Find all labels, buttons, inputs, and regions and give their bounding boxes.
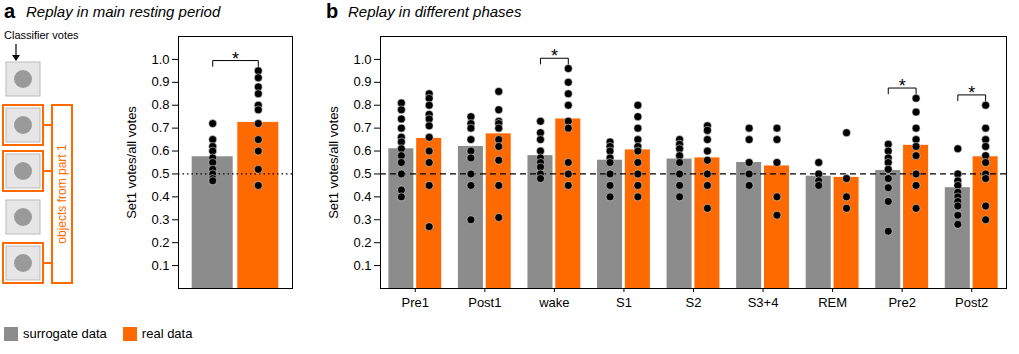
html-text:surrogate data: surrogate data	[23, 326, 107, 341]
svg-text:0.4: 0.4	[151, 189, 169, 204]
svg-text:0.6: 0.6	[151, 143, 169, 158]
html-text:a: a	[4, 0, 16, 22]
svg-text:0.6: 0.6	[353, 143, 371, 158]
svg-text:0.2: 0.2	[353, 235, 371, 250]
svg-text:*: *	[232, 49, 239, 69]
html-text:Replay in main resting period: Replay in main resting period	[26, 3, 221, 20]
svg-text:S2: S2	[686, 295, 702, 310]
svg-text:0.1: 0.1	[151, 258, 169, 273]
svg-text:0.3: 0.3	[151, 212, 169, 227]
svg-text:1.0: 1.0	[353, 52, 371, 67]
svg-text:Post2: Post2	[955, 295, 988, 310]
svg-text:0.2: 0.2	[151, 235, 169, 250]
svg-text:0.5: 0.5	[151, 166, 169, 181]
svg-text:*: *	[899, 76, 906, 96]
svg-text:S1: S1	[616, 295, 632, 310]
svg-text:0.7: 0.7	[151, 120, 169, 135]
svg-text:0.3: 0.3	[353, 212, 371, 227]
svg-text:Pre1: Pre1	[402, 295, 429, 310]
svg-text:objects from part 1: objects from part 1	[55, 144, 69, 244]
svg-text:0.1: 0.1	[353, 258, 371, 273]
svg-text:0.8: 0.8	[151, 97, 169, 112]
html-text:b: b	[326, 0, 339, 22]
svg-text:0.9: 0.9	[353, 74, 371, 89]
svg-text:0.8: 0.8	[353, 97, 371, 112]
svg-text:0.5: 0.5	[353, 166, 371, 181]
svg-text:0.9: 0.9	[151, 74, 169, 89]
svg-text:Pre2: Pre2	[888, 295, 915, 310]
svg-text:0.7: 0.7	[353, 120, 371, 135]
svg-text:Classifier votes: Classifier votes	[4, 29, 79, 41]
svg-text:Post1: Post1	[468, 295, 501, 310]
svg-text:Set1 votes/all votes: Set1 votes/all votes	[326, 106, 341, 219]
svg-text:wake: wake	[538, 295, 569, 310]
svg-text:*: *	[551, 46, 558, 66]
svg-text:S3+4: S3+4	[748, 295, 779, 310]
svg-text:1.0: 1.0	[151, 52, 169, 67]
html-text:real data: real data	[141, 326, 193, 341]
svg-text:REM: REM	[818, 295, 847, 310]
html-text:Replay in different phases: Replay in different phases	[348, 3, 522, 20]
svg-text:Set1 votes/all votes: Set1 votes/all votes	[124, 106, 139, 219]
svg-text:0.4: 0.4	[353, 189, 371, 204]
svg-text:*: *	[968, 83, 975, 103]
